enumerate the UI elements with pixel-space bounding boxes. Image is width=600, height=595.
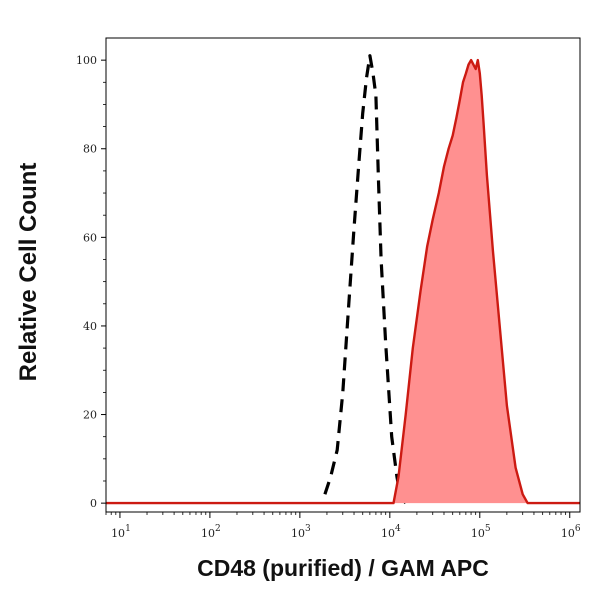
series-1-line (106, 58, 580, 505)
x-tick-label: 105 (471, 524, 491, 540)
y-axis-title: Relative Cell Count (15, 163, 42, 382)
x-axis: 101 102 103 104 105 106 (105, 512, 581, 540)
y-tick-label: 0 (90, 497, 97, 510)
x-tick-label: 103 (291, 524, 311, 540)
y-tick-label: 80 (83, 143, 97, 156)
x-tick-label: 101 (111, 524, 131, 540)
plot-area (106, 54, 580, 505)
y-axis: 0 20 40 60 80 100 (76, 54, 106, 510)
x-tick-label: 106 (561, 524, 581, 540)
series-0-line (323, 54, 408, 504)
x-tick-label: 102 (201, 524, 221, 540)
y-tick-label: 40 (83, 320, 97, 333)
y-tick-label: 100 (76, 54, 97, 67)
y-tick-label: 20 (83, 409, 97, 422)
y-tick-label: 60 (83, 231, 97, 244)
series-1-area (106, 60, 580, 504)
x-tick-label: 104 (381, 524, 401, 540)
x-axis-title: CD48 (purified) / GAM APC (197, 555, 489, 581)
